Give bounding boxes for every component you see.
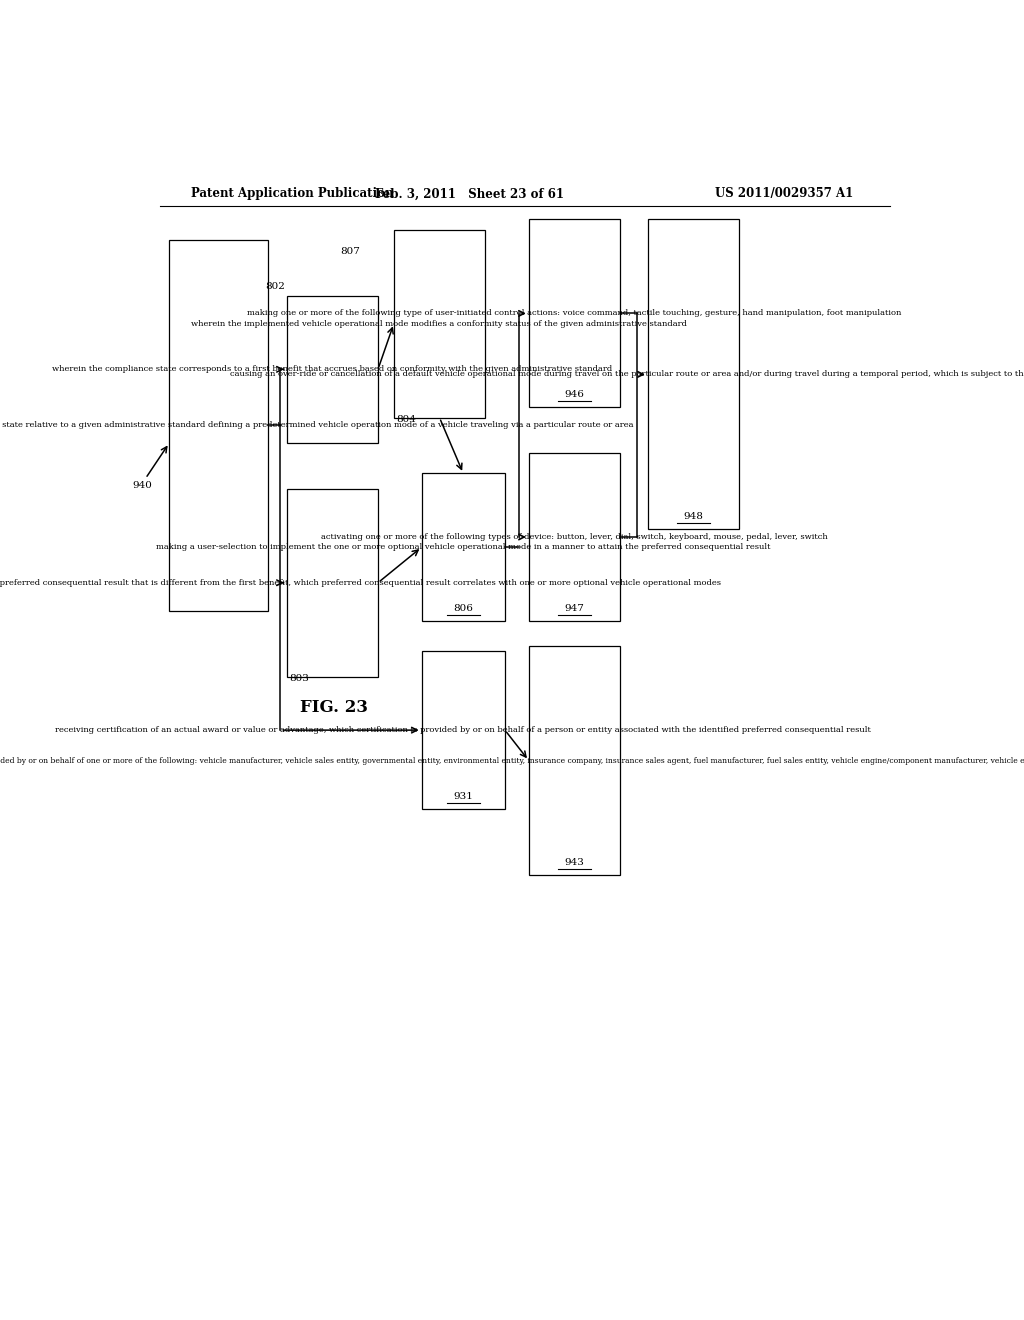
Text: 947: 947 (564, 603, 585, 612)
Text: causing an over-ride or cancellation of a default vehicle operational mode durin: causing an over-ride or cancellation of … (229, 371, 1024, 379)
Text: 948: 948 (683, 512, 703, 521)
Bar (422, 474, 505, 620)
Text: FIG. 23: FIG. 23 (300, 698, 369, 715)
Text: 802: 802 (265, 282, 285, 290)
Text: 807: 807 (341, 247, 360, 256)
Bar (528, 647, 621, 875)
Text: identifying a preferred consequential result that is different from the first be: identifying a preferred consequential re… (0, 578, 721, 587)
Text: 946: 946 (564, 391, 585, 399)
Bar (422, 651, 505, 809)
Text: 931: 931 (454, 792, 473, 801)
Bar (394, 230, 485, 417)
Text: activating one or more of the following types of device: button, lever, dial, sw: activating one or more of the following … (322, 533, 827, 541)
Text: making one or more of the following type of user-initiated control actions: voic: making one or more of the following type… (247, 309, 901, 317)
Text: receiving certification of an actual award or value or advantage, which certific: receiving certification of an actual awa… (55, 726, 871, 734)
Bar (169, 240, 268, 611)
Bar (528, 453, 621, 620)
Text: Feb. 3, 2011   Sheet 23 of 61: Feb. 3, 2011 Sheet 23 of 61 (375, 187, 564, 201)
Bar (648, 219, 739, 529)
Text: 940: 940 (132, 482, 153, 490)
Text: wherein the implemented vehicle operational mode modifies a conformity status of: wherein the implemented vehicle operatio… (191, 319, 687, 327)
Text: obtaining information regarding a compliance state relative to a given administr: obtaining information regarding a compli… (0, 421, 633, 429)
Text: US 2011/0029357 A1: US 2011/0029357 A1 (715, 187, 854, 201)
Text: 806: 806 (454, 603, 473, 612)
Bar (528, 219, 621, 408)
Bar (287, 296, 378, 444)
Text: receiving confirmation of the actual award or value or advantage provided by or : receiving confirmation of the actual awa… (0, 756, 1024, 764)
Text: wherein the compliance state corresponds to a first benefit that accrues based o: wherein the compliance state corresponds… (52, 366, 612, 374)
Bar (287, 488, 378, 677)
Text: 943: 943 (564, 858, 585, 867)
Text: making a user-selection to implement the one or more optional vehicle operationa: making a user-selection to implement the… (156, 543, 770, 552)
Text: 803: 803 (289, 673, 309, 682)
Text: Patent Application Publication: Patent Application Publication (191, 187, 394, 201)
Text: 804: 804 (396, 414, 416, 424)
